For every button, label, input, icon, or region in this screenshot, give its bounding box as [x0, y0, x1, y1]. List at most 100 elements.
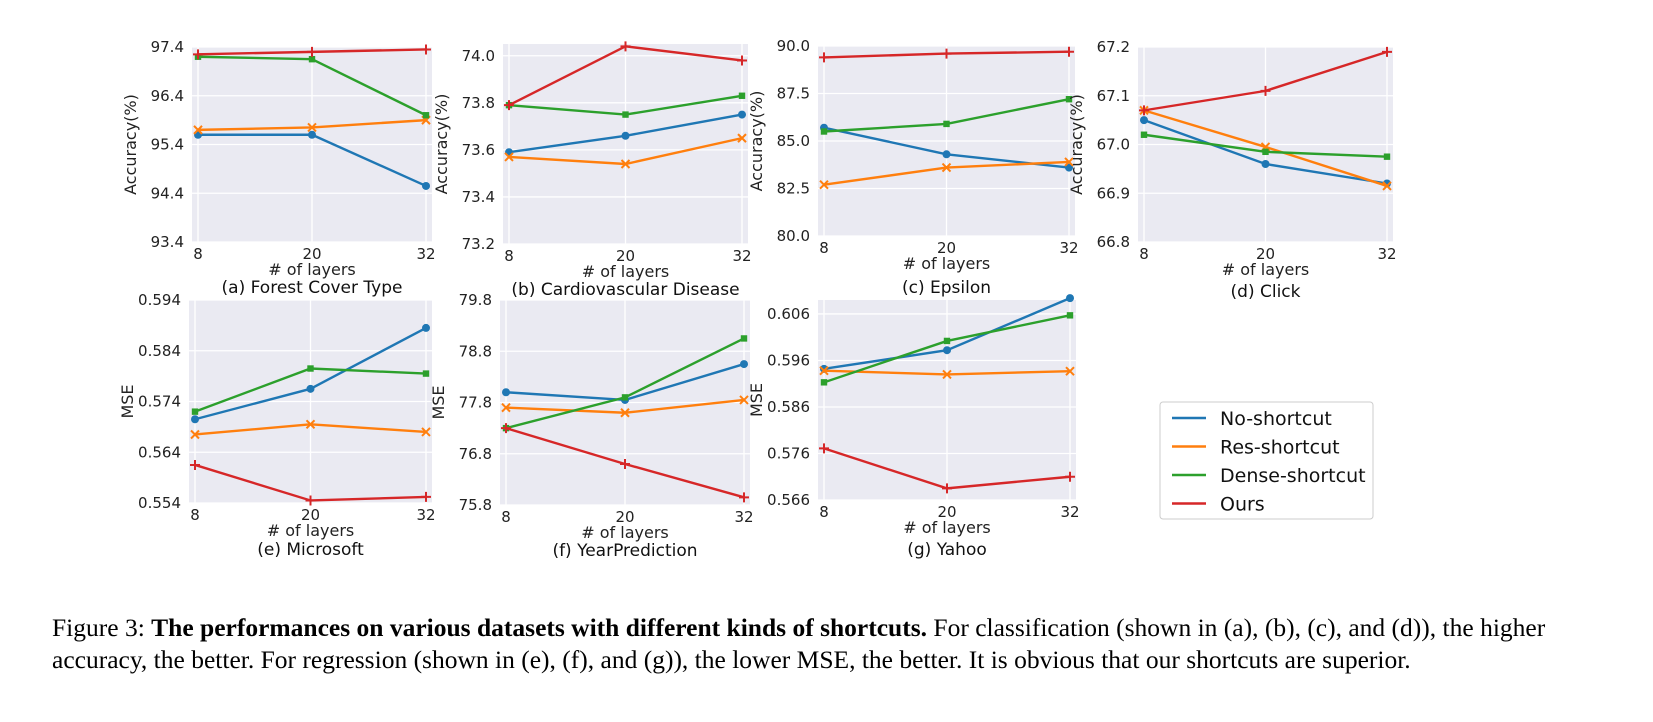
x-tick-label: 20 [616, 247, 635, 265]
legend-box [1159, 401, 1374, 520]
data-point [1382, 181, 1392, 191]
legend-entry: Dense-shortcut [1220, 465, 1366, 487]
x-tick-label: 8 [501, 508, 511, 526]
legend-entry: Res-shortcut [1220, 437, 1340, 459]
panel-caption: (e) Microsoft [257, 540, 364, 560]
y-tick-label: 0.596 [767, 351, 810, 369]
x-tick-label: 20 [937, 239, 956, 257]
y-tick-label: 87.5 [777, 85, 810, 103]
data-point [1262, 148, 1269, 156]
y-axis-label: Accuracy(%) [1067, 94, 1086, 195]
data-point [306, 384, 315, 393]
data-point [308, 130, 316, 139]
x-axis-label: # of layers [581, 523, 668, 542]
caption-rest: For classification (shown in (a), (b), (… [52, 613, 1546, 674]
data-point [1383, 153, 1391, 160]
data-point [1066, 312, 1074, 319]
data-point [1140, 116, 1148, 125]
data-point [621, 394, 629, 401]
y-tick-label: 90.0 [777, 37, 810, 55]
data-point [739, 492, 749, 503]
y-tick-label: 94.4 [151, 184, 184, 202]
data-point [422, 323, 430, 332]
y-tick-label: 0.564 [138, 443, 181, 461]
legend-entry: Ours [1220, 494, 1265, 516]
x-tick-label: 8 [1139, 245, 1149, 263]
data-point [305, 419, 316, 430]
y-tick-label: 0.584 [138, 342, 181, 360]
panel-caption: (b) Cardiovascular Disease [511, 280, 739, 300]
panel-caption: (d) Click [1231, 282, 1301, 302]
x-tick-label: 32 [1060, 503, 1079, 521]
data-point [190, 429, 200, 440]
data-point [620, 41, 631, 52]
data-point [1382, 46, 1392, 57]
data-point [738, 92, 746, 99]
data-point [739, 395, 749, 405]
y-tick-label: 82.5 [777, 180, 810, 198]
data-point [620, 159, 631, 169]
y-tick-label: 85.0 [777, 132, 810, 150]
data-point [422, 181, 430, 190]
x-tick-label: 20 [1256, 245, 1275, 263]
y-tick-label: 0.594 [138, 291, 181, 309]
chart-panel-6: 0.566 0.576 0.586 0.596 0.606 8 20 32 # of layer… [747, 294, 1080, 560]
x-tick-label: 32 [416, 506, 435, 524]
y-tick-label: 80.0 [777, 227, 810, 245]
data-point [1065, 163, 1073, 172]
x-tick-label: 20 [302, 245, 321, 263]
x-tick-label: 8 [504, 247, 514, 265]
y-axis-label: Accuracy(%) [747, 91, 766, 192]
y-tick-label: 0.574 [138, 393, 181, 411]
data-point [193, 125, 203, 135]
y-tick-label: 93.4 [151, 233, 184, 251]
data-point [190, 459, 200, 470]
data-point [820, 379, 828, 386]
data-point [307, 122, 317, 133]
data-point [1064, 46, 1074, 57]
x-tick-label: 32 [732, 247, 751, 265]
chart-panel-4: 0.554 0.564 0.574 0.584 0.594 8 20 32 # of layer… [118, 291, 436, 560]
y-tick-label: 79.8 [459, 291, 492, 309]
x-axis-label: # of layers [268, 260, 355, 279]
data-point [502, 388, 510, 397]
data-point [1065, 366, 1075, 376]
data-point [422, 370, 430, 377]
x-tick-label: 20 [615, 508, 634, 526]
y-tick-label: 0.554 [138, 494, 181, 512]
data-point [504, 100, 514, 111]
data-point [620, 408, 630, 418]
data-point [421, 44, 431, 55]
data-point [193, 49, 203, 60]
y-tick-label: 75.8 [459, 496, 492, 514]
x-axis-label: # of layers [1222, 260, 1309, 279]
caption-prefix: Figure 3: [52, 613, 152, 642]
y-axis-label: Accuracy(%) [432, 94, 451, 195]
x-tick-label: 32 [416, 245, 435, 263]
data-point [620, 459, 630, 469]
y-axis-label: MSE [429, 385, 448, 419]
y-tick-label: 0.566 [767, 491, 810, 509]
y-tick-label: 0.576 [767, 444, 810, 462]
data-point [740, 360, 748, 369]
chart-panel-0: 93.4 94.4 95.4 96.4 97.4 8 20 32 # of layers Accu… [121, 38, 436, 298]
data-point [943, 120, 950, 128]
x-tick-label: 8 [193, 245, 203, 263]
x-tick-label: 8 [819, 503, 829, 521]
y-tick-label: 76.8 [459, 445, 492, 463]
y-tick-label: 66.9 [1097, 184, 1130, 202]
data-point [737, 55, 747, 66]
data-point [942, 369, 952, 380]
data-point [622, 111, 629, 118]
x-axis-label: # of layers [267, 521, 354, 540]
data-point [1140, 131, 1148, 138]
y-tick-label: 96.4 [151, 87, 184, 105]
x-axis-label: # of layers [582, 262, 669, 281]
y-tick-label: 77.8 [459, 394, 492, 412]
data-point [1260, 85, 1271, 96]
x-tick-label: 20 [937, 503, 956, 521]
y-tick-label: 0.606 [767, 305, 810, 323]
y-tick-label: 73.2 [462, 235, 495, 253]
y-tick-label: 95.4 [151, 136, 184, 154]
data-point [305, 495, 316, 506]
